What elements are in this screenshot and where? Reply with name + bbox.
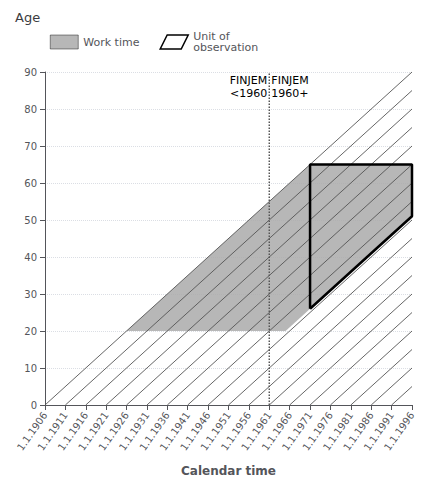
svg-text:60: 60 <box>24 178 37 189</box>
svg-text:1.1.1946: 1.1.1946 <box>178 409 213 453</box>
svg-text:<1960: <1960 <box>230 87 267 100</box>
svg-text:1.1.1961: 1.1.1961 <box>239 409 274 453</box>
svg-text:observation: observation <box>193 41 258 54</box>
svg-text:Work time: Work time <box>83 36 139 49</box>
svg-text:1.1.1936: 1.1.1936 <box>137 409 172 453</box>
svg-text:1.1.1926: 1.1.1926 <box>96 409 132 453</box>
svg-text:1.1.1951: 1.1.1951 <box>198 409 233 453</box>
svg-text:Unit of: Unit of <box>193 30 230 43</box>
svg-text:1.1.1911: 1.1.1911 <box>35 409 70 453</box>
svg-text:Age: Age <box>15 10 40 25</box>
svg-text:1.1.1966: 1.1.1966 <box>259 409 295 453</box>
svg-text:40: 40 <box>24 252 37 263</box>
svg-text:1.1.1931: 1.1.1931 <box>116 409 152 453</box>
svg-text:50: 50 <box>24 215 37 226</box>
svg-text:1.1.1916: 1.1.1916 <box>55 409 91 453</box>
svg-text:1.1.1956: 1.1.1956 <box>218 409 254 453</box>
svg-text:1.1.1991: 1.1.1991 <box>361 409 397 453</box>
svg-text:Calendar time: Calendar time <box>181 464 276 478</box>
svg-text:1.1.1996: 1.1.1996 <box>382 410 417 453</box>
svg-text:1960+: 1960+ <box>271 87 308 100</box>
svg-text:FINJEM: FINJEM <box>271 74 309 87</box>
svg-text:10: 10 <box>24 363 37 374</box>
svg-text:1.1.1971: 1.1.1971 <box>280 409 315 453</box>
svg-text:1.1.1976: 1.1.1976 <box>300 409 335 453</box>
svg-text:70: 70 <box>24 141 37 152</box>
svg-text:0: 0 <box>31 400 37 411</box>
svg-text:20: 20 <box>24 326 37 337</box>
svg-text:80: 80 <box>24 104 37 115</box>
svg-text:1.1.1981: 1.1.1981 <box>320 409 356 453</box>
svg-text:30: 30 <box>24 289 37 300</box>
svg-text:1.1.1921: 1.1.1921 <box>76 409 111 453</box>
svg-text:1.1.1941: 1.1.1941 <box>157 409 193 453</box>
svg-text:FINJEM: FINJEM <box>230 74 268 87</box>
svg-text:1.1.1986: 1.1.1986 <box>341 409 376 453</box>
svg-text:90: 90 <box>24 67 37 78</box>
svg-text:1.1.1906: 1.1.1906 <box>14 409 50 453</box>
